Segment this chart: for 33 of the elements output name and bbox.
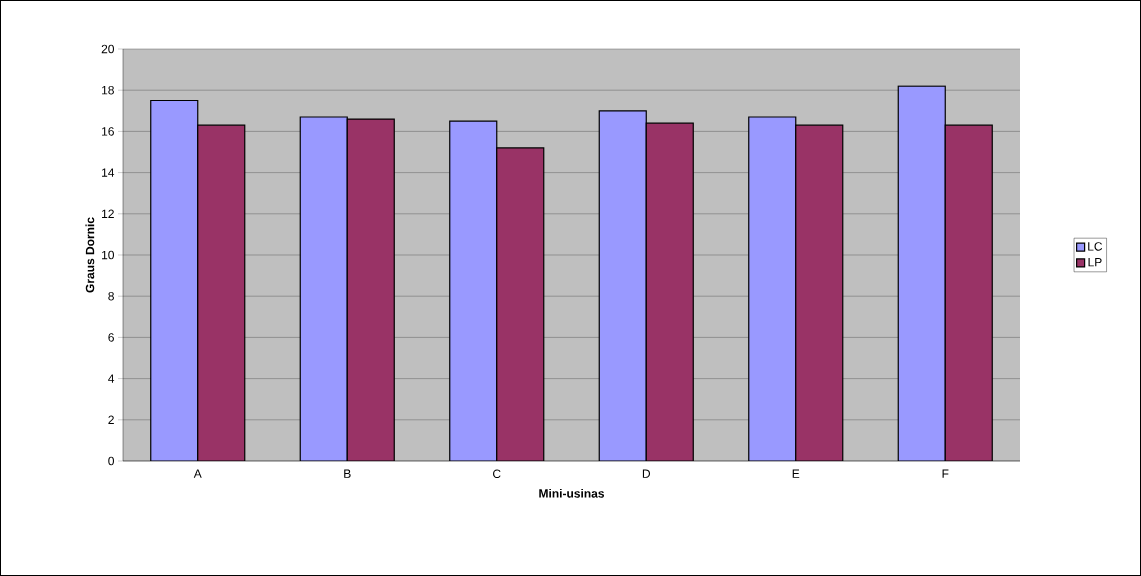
bar	[645, 122, 694, 461]
bar	[496, 147, 545, 461]
bar	[346, 118, 395, 461]
y-tick-label: 12	[102, 209, 114, 218]
y-tick-label: 8	[108, 291, 114, 301]
y-tick-label: 0	[108, 456, 114, 466]
y-tick-label: 16	[102, 127, 114, 136]
bar	[299, 116, 348, 461]
x-axis-title: Mini-usinas	[539, 488, 605, 498]
x-tick-label: B	[344, 469, 351, 478]
bar	[197, 124, 246, 461]
legend-label: LC	[1088, 242, 1103, 251]
bar	[598, 110, 647, 461]
bar	[449, 120, 498, 461]
bar	[897, 85, 946, 461]
x-tick-label: F	[942, 469, 949, 478]
x-tick-label: A	[193, 469, 202, 478]
y-tick-label: 2	[108, 415, 114, 424]
x-tick-label: D	[642, 469, 651, 478]
x-tick-label: C	[493, 469, 501, 479]
y-tick-label: 20	[101, 44, 114, 54]
y-tick-label: 6	[108, 333, 114, 342]
bar	[748, 116, 797, 461]
x-tick-label: E	[792, 469, 800, 478]
y-tick-label: 14	[102, 168, 115, 177]
y-tick-label: 10	[102, 250, 114, 260]
y-tick-label: 18	[102, 85, 114, 95]
y-axis-title: Graus Dornic	[85, 217, 95, 293]
y-tick-label: 4	[108, 374, 115, 383]
bar	[150, 99, 199, 461]
legend-label: LP	[1088, 258, 1102, 267]
bar	[795, 124, 844, 461]
bar	[944, 124, 993, 461]
